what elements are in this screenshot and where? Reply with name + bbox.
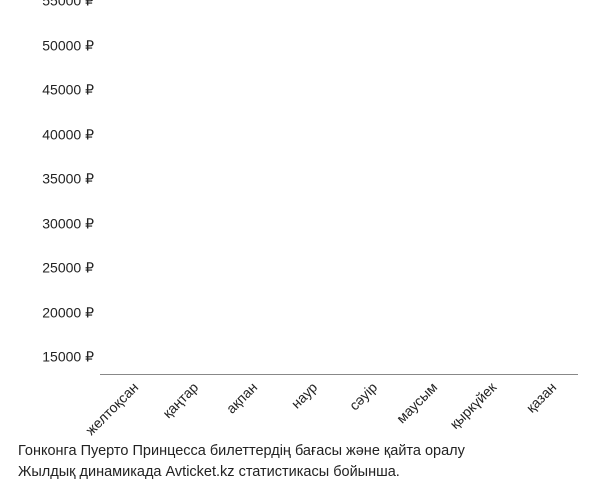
x-label-slot: ақпан [220, 377, 280, 435]
y-tick-label: 45000 ₽ [42, 82, 100, 99]
x-tick-label: ақпан [223, 379, 260, 416]
x-tick-label: сәуір [346, 379, 380, 413]
y-tick-label: 50000 ₽ [42, 37, 100, 54]
caption: Гонконга Пуерто Принцесса билеттердің ба… [18, 441, 582, 482]
caption-line: Жылдық динамикада Avticket.kz статистика… [18, 462, 582, 482]
x-tick-label: наур [288, 379, 321, 412]
x-label-slot: қаңтар [160, 377, 220, 435]
x-tick-label: желтоқсан [82, 379, 141, 438]
x-label-slot: сәуір [339, 377, 399, 435]
y-tick-label: 55000 ₽ [42, 0, 100, 10]
plot-area: 15000 ₽20000 ₽25000 ₽30000 ₽35000 ₽40000… [100, 18, 578, 375]
x-label-slot: желтоқсан [100, 377, 160, 435]
x-label-slot: наур [279, 377, 339, 435]
x-label-slot: маусым [399, 377, 459, 435]
bars-group [100, 18, 578, 374]
x-label-slot: қыркүйек [459, 377, 519, 435]
caption-line: Гонконга Пуерто Принцесса билеттердің ба… [18, 441, 582, 461]
y-tick-label: 30000 ₽ [42, 215, 100, 232]
x-label-slot: қазан [518, 377, 578, 435]
y-tick-label: 40000 ₽ [42, 126, 100, 143]
chart-container: 15000 ₽ 20000 ₽ 25000 ₽ 30000 ₽ 35000 ₽ 40000… [0, 0, 600, 500]
x-tick-label: қазан [523, 379, 560, 416]
x-tick-label: маусым [393, 379, 440, 426]
x-tick-label: қаңтар [159, 379, 201, 421]
y-tick-label: 20000 ₽ [42, 304, 100, 321]
y-tick-label: 35000 ₽ [42, 171, 100, 188]
y-tick-label: 15000 ₽ [42, 349, 100, 366]
x-axis-labels: желтоқсанқаңтарақпаннаурсәуірмаусымқыркү… [100, 377, 578, 435]
y-tick-label: 25000 ₽ [42, 260, 100, 277]
